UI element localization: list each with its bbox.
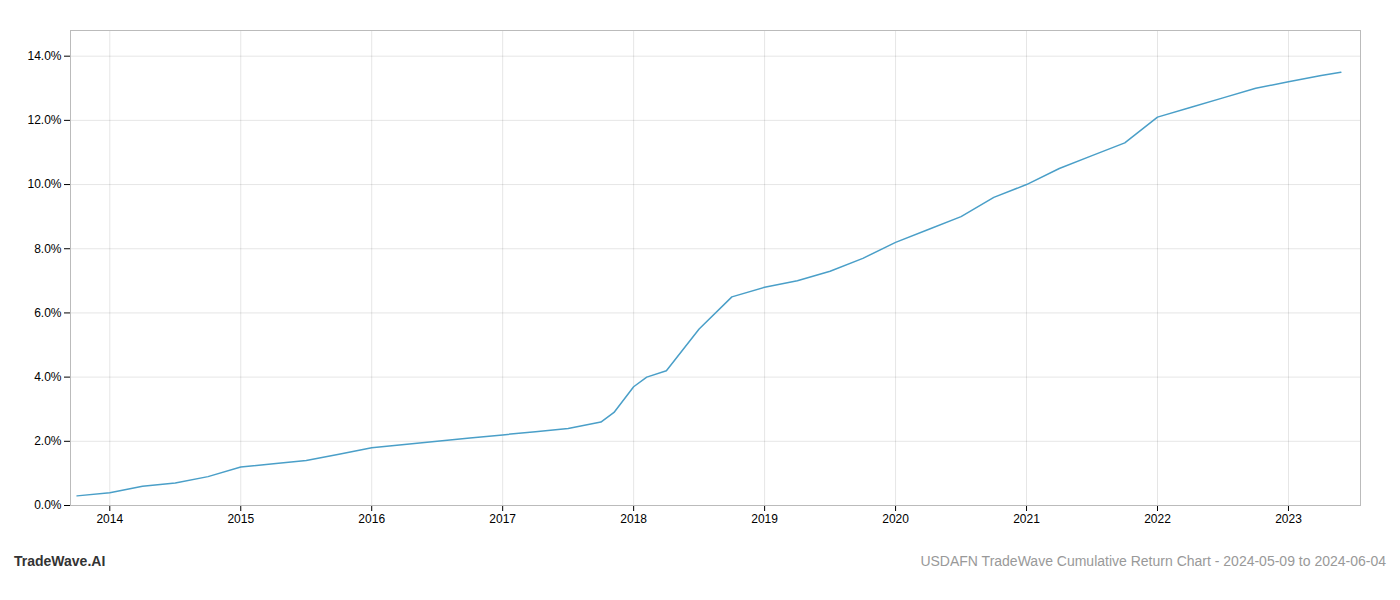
- svg-text:12.0%: 12.0%: [27, 113, 61, 127]
- svg-text:0.0%: 0.0%: [34, 498, 62, 512]
- html-text:USDAFN TradeWave Cumulative Re: USDAFN TradeWave Cumulative Return Chart…: [920, 553, 1386, 569]
- svg-text:2022: 2022: [1144, 512, 1171, 526]
- svg-text:2.0%: 2.0%: [34, 434, 62, 448]
- svg-text:2017: 2017: [489, 512, 516, 526]
- svg-text:8.0%: 8.0%: [34, 242, 62, 256]
- svg-text:10.0%: 10.0%: [27, 177, 61, 191]
- html-text:TradeWave.AI: TradeWave.AI: [14, 553, 106, 569]
- svg-text:2018: 2018: [620, 512, 647, 526]
- svg-text:2020: 2020: [882, 512, 909, 526]
- svg-text:4.0%: 4.0%: [34, 370, 62, 384]
- svg-text:14.0%: 14.0%: [27, 49, 61, 63]
- svg-text:2023: 2023: [1275, 512, 1302, 526]
- svg-text:2019: 2019: [751, 512, 778, 526]
- svg-text:2016: 2016: [358, 512, 385, 526]
- svg-text:2021: 2021: [1013, 512, 1040, 526]
- svg-text:6.0%: 6.0%: [34, 306, 62, 320]
- svg-text:2015: 2015: [227, 512, 254, 526]
- svg-text:2014: 2014: [96, 512, 123, 526]
